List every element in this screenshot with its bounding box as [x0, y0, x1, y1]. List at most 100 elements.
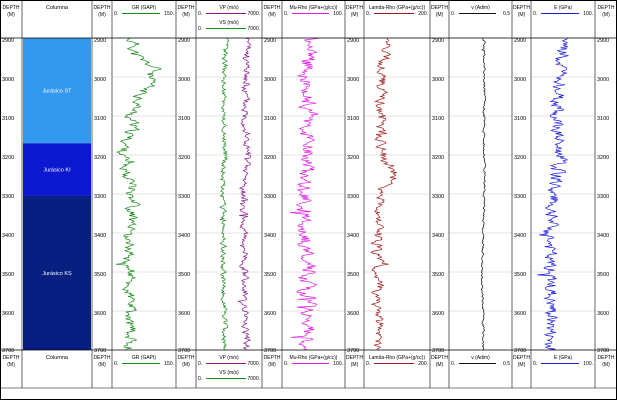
depth-axis-unit: (M): [602, 362, 610, 368]
log-curve: [480, 37, 487, 351]
depth-tick-label: 3400: [2, 233, 14, 239]
curve-scale-max: 100.: [333, 361, 343, 367]
curve-name: VP (m/s): [219, 5, 239, 11]
column-fills: [23, 38, 91, 350]
depth-tick-label: 2900: [264, 38, 276, 44]
formation-zone: [23, 38, 91, 144]
curve-scale-min: 0.: [198, 376, 202, 382]
depth-tick-label: 3700: [432, 348, 444, 354]
log-curve: [219, 37, 230, 351]
curve-scale-min: 0.: [366, 11, 370, 17]
depth-tick-label: 3100: [94, 116, 106, 122]
log-curve: [370, 37, 397, 351]
depth-tick-label: 3600: [178, 311, 190, 317]
depth-axis-label: DEPTH: [264, 5, 281, 11]
depth-tick-label: 3700: [2, 348, 14, 354]
depth-tick-label: 3600: [2, 311, 14, 317]
curve-name: Lamda-Rho (GPa+(g/cc)): [369, 355, 426, 361]
depth-tick-label: 3100: [597, 116, 609, 122]
curve-scale-min: 0.: [451, 361, 455, 367]
depth-tick-label: 3000: [432, 77, 444, 83]
column-title: Columna: [46, 355, 69, 361]
curve-scale-max: 7000.: [247, 26, 260, 32]
column-title: Columna: [46, 5, 69, 11]
curve-scale-max: 7000.: [247, 376, 260, 382]
depth-tick-label: 3400: [514, 233, 526, 239]
depth-axis-label: DEPTH: [598, 5, 615, 11]
curve-name: GR (GAPI): [132, 355, 157, 361]
depth-tick-label: 3300: [432, 194, 444, 200]
curve-name: Mu-Rho (GPa+(g/cc)): [290, 5, 338, 11]
curve-name: Mu-Rho (GPa+(g/cc)): [290, 355, 338, 361]
curve-scale-max: 150.: [164, 361, 174, 367]
depth-axis-label: DEPTH: [178, 355, 195, 361]
depth-axis-unit: (M): [268, 362, 276, 368]
curve-scale-max: 0.5: [503, 361, 510, 367]
depth-tick-label: 3600: [94, 311, 106, 317]
depth-axis-label: DEPTH: [264, 355, 281, 361]
depth-tick-label: 3100: [264, 116, 276, 122]
depth-tick-label: 3000: [347, 77, 359, 83]
depth-tick-label: 2900: [597, 38, 609, 44]
depth-tick-label: 3600: [432, 311, 444, 317]
log-curve: [537, 37, 569, 351]
depth-axis-unit: (M): [182, 362, 190, 368]
curve-scale-min: 0.: [284, 361, 288, 367]
depth-tick-label: 3000: [94, 77, 106, 83]
curve-scale-max: 0.5: [503, 11, 510, 17]
log-curve: [115, 37, 162, 351]
depth-tick-label: 3600: [514, 311, 526, 317]
depth-tick-label: 3100: [347, 116, 359, 122]
curve-name: v (Adim): [471, 5, 490, 11]
depth-axis-label: DEPTH: [513, 355, 530, 361]
depth-axis-label: DEPTH: [346, 355, 363, 361]
depth-tick-label: 3500: [264, 272, 276, 278]
curve-scale-max: 7000.: [247, 361, 260, 367]
depth-tick-label: 2900: [2, 38, 14, 44]
formation-label: Jurásico ST: [42, 89, 72, 95]
curve-name: VS (m/s): [219, 370, 239, 376]
curve-scale-max: 7000.: [247, 11, 260, 17]
depth-tick-label: 2900: [432, 38, 444, 44]
depth-tick-label: 3300: [597, 194, 609, 200]
depth-tick-label: 2900: [347, 38, 359, 44]
depth-axis-unit: (M): [351, 362, 359, 368]
depth-tick-label: 3300: [178, 194, 190, 200]
depth-tick-label: 3100: [514, 116, 526, 122]
depth-axis-label: DEPTH: [94, 5, 111, 11]
depth-axis-label: DEPTH: [513, 5, 530, 11]
depth-tick-label: 3400: [94, 233, 106, 239]
curve-name: E (GPa): [554, 5, 572, 11]
curve-scale-min: 0.: [114, 361, 118, 367]
depth-tick-label: 2900: [94, 38, 106, 44]
depth-tick-label: 3400: [264, 233, 276, 239]
curve-scale-max: 100.: [583, 361, 593, 367]
depth-tick-label: 3000: [514, 77, 526, 83]
depth-axis-unit: (M): [436, 362, 444, 368]
depth-axis-label: DEPTH: [178, 5, 195, 11]
depth-tick-label: 3100: [178, 116, 190, 122]
curve-scale-max: 200.: [418, 11, 428, 17]
curve-scale-max: 100.: [583, 11, 593, 17]
curve-scale-min: 0.: [284, 11, 288, 17]
depth-axis-unit: (M): [182, 12, 190, 18]
depth-tick-label: 3200: [2, 155, 14, 161]
depth-axis-unit: (M): [7, 12, 15, 18]
depth-tick-label: 2900: [178, 38, 190, 44]
depth-tick-label: 3000: [597, 77, 609, 83]
depth-tick-label: 3200: [347, 155, 359, 161]
curve-name: GR (GAPI): [132, 5, 157, 11]
depth-tick-label: 3500: [347, 272, 359, 278]
depth-axis-unit: (M): [98, 362, 106, 368]
formation-zone: [23, 195, 91, 350]
depth-tick-label: 3600: [264, 311, 276, 317]
depth-tick-label: 3500: [514, 272, 526, 278]
depth-axis-unit: (M): [518, 362, 526, 368]
depth-tick-label: 3500: [2, 272, 14, 278]
curve-scale-min: 0.: [198, 11, 202, 17]
curve-name: VP (m/s): [219, 355, 239, 361]
depth-tick-label: 3000: [178, 77, 190, 83]
depth-tick-label: 3400: [178, 233, 190, 239]
